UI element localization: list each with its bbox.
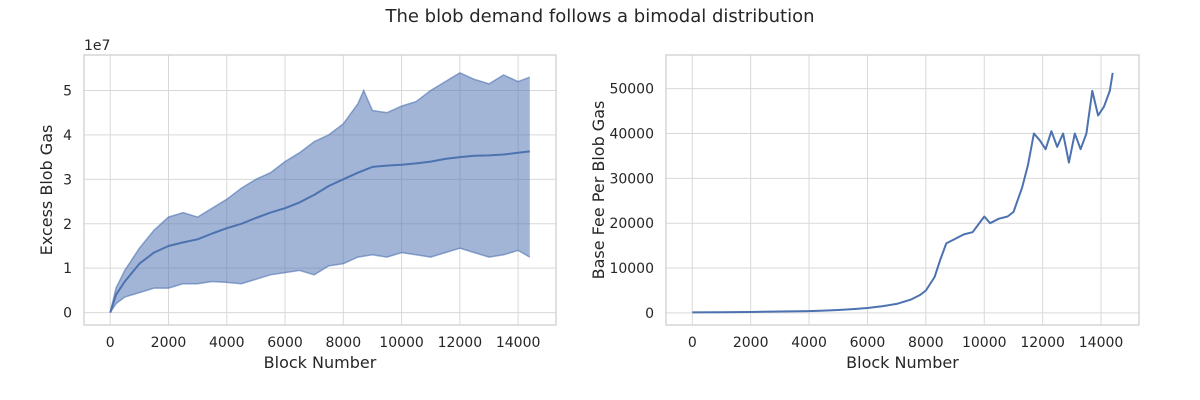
series-line — [692, 72, 1114, 314]
x-tick-label: 12000 — [438, 335, 483, 351]
band-edge-lower — [109, 247, 531, 314]
y-axis-label: Excess Blob Gas — [37, 125, 56, 256]
x-tick-label: 6000 — [267, 335, 303, 351]
y-tick-label: 50000 — [609, 82, 654, 98]
x-tick-label: 6000 — [850, 335, 886, 351]
confidence-band — [110, 72, 530, 313]
series-line — [109, 150, 530, 313]
x-tick-label: 10000 — [379, 335, 424, 351]
x-axis-label: Block Number — [264, 353, 377, 372]
chart-base-fee-per-blob-gas: 0 2000 4000 6000 8000 10000 12000 14000 0 10000 20… — [589, 54, 1140, 372]
x-tick-label: 2000 — [733, 335, 769, 351]
x-tick-label: 0 — [106, 335, 115, 351]
x-tick-label: 4000 — [209, 335, 245, 351]
x-tick-label: 8000 — [325, 335, 361, 351]
y-tick-label: 40000 — [609, 126, 654, 142]
x-axis-label: Block Number — [846, 353, 959, 372]
y-tick-label: 0 — [63, 306, 72, 322]
chart-excess-blob-gas: 0 2000 4000 6000 8000 10000 12000 14000 0 1 2 3 4 5 Bl… — [37, 38, 557, 372]
y-tick-label: 30000 — [609, 171, 654, 187]
x-tick-label: 4000 — [791, 335, 827, 351]
x-tick-label: 10000 — [962, 335, 1007, 351]
band-edge-upper — [109, 71, 531, 313]
y-tick-label: 20000 — [609, 216, 654, 232]
plot-frame — [665, 54, 1140, 326]
y-offset-label: 1e7 — [84, 38, 110, 54]
plot-area — [666, 55, 1139, 325]
x-tick-label: 14000 — [496, 335, 541, 351]
plot-frame — [83, 54, 557, 326]
x-tick-label: 12000 — [1020, 335, 1065, 351]
y-tick-label: 3 — [63, 172, 72, 188]
y-tick-label: 0 — [645, 306, 654, 322]
y-tick-label: 4 — [63, 128, 72, 144]
y-tick-label: 5 — [63, 84, 72, 100]
y-tick-label: 2 — [63, 217, 72, 233]
x-tick-label: 14000 — [1079, 335, 1124, 351]
y-tick-label: 1 — [63, 261, 72, 277]
x-tick-label: 2000 — [151, 335, 187, 351]
figure-title: The blob demand follows a bimodal distri… — [384, 6, 814, 27]
y-axis-label: Base Fee Per Blob Gas — [589, 101, 608, 280]
y-tick-label: 10000 — [609, 261, 654, 277]
x-tick-label: 8000 — [908, 335, 944, 351]
x-tick-label: 0 — [688, 335, 697, 351]
